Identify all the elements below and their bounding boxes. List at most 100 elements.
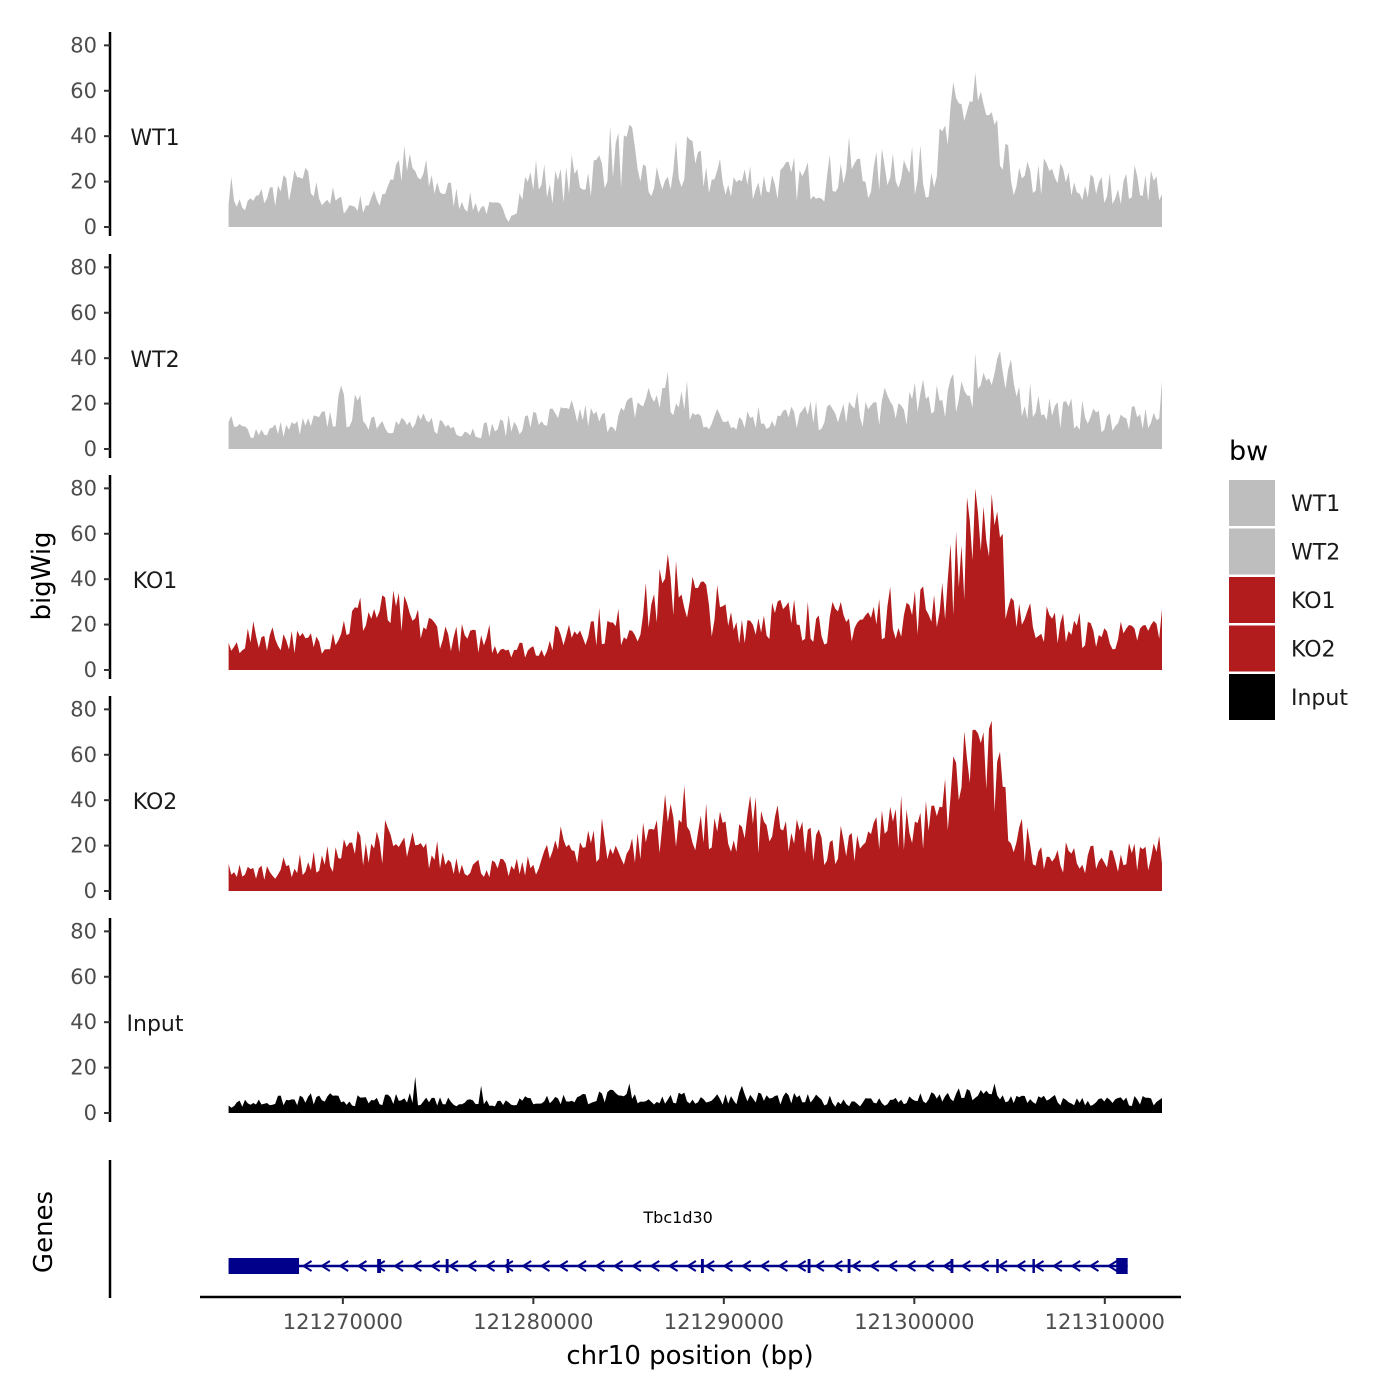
strand-arrow: [997, 1260, 1008, 1272]
coverage-area-input: [228, 1076, 1163, 1113]
strand-arrow: [594, 1260, 605, 1272]
y-axis-title: bigWig: [27, 531, 57, 620]
y-tick-label: 0: [84, 437, 97, 461]
strand-arrow: [942, 1260, 953, 1272]
y-tick-label: 80: [70, 697, 97, 721]
strand-arrow: [631, 1260, 642, 1272]
coverage-tracks: 0 20 40 60 80 WT1 0 20 40 60 80 WT2 0 20 40 60 80 KO1 0 20 4…: [70, 32, 1163, 1125]
strand-arrow: [411, 1260, 422, 1272]
strand-arrow: [1051, 1260, 1063, 1272]
gene-exon: [1032, 1259, 1035, 1273]
strand-arrow: [1070, 1260, 1081, 1272]
gene-track: Genes Tbc1d30: [29, 1160, 1128, 1298]
x-tick-label: 121280000: [473, 1310, 593, 1334]
y-tick-label: 40: [70, 124, 97, 148]
strand-arrow: [576, 1260, 587, 1272]
strand-arrow: [1088, 1260, 1099, 1272]
y-tick-label: 40: [70, 567, 97, 591]
strand-arrow: [539, 1260, 551, 1272]
y-tick-label: 20: [70, 1056, 97, 1080]
y-tick-label: 0: [84, 1101, 97, 1125]
strand-arrow: [905, 1260, 917, 1272]
track-wt2: 0 20 40 60 80 WT2: [70, 254, 1163, 461]
strand-arrow: [612, 1260, 624, 1272]
strand-arrow: [393, 1260, 404, 1272]
y-tick-label: 0: [84, 215, 97, 239]
strand-arrow: [704, 1260, 715, 1272]
coverage-area-ko2: [228, 720, 1163, 891]
legend-title: bw: [1229, 436, 1268, 467]
strand-arrow: [795, 1260, 807, 1272]
legend-key-input: [1229, 674, 1275, 720]
strand-arrow: [978, 1260, 990, 1272]
gene-exon: [445, 1259, 449, 1273]
x-tick-label: 121310000: [1045, 1310, 1165, 1334]
legend-label-wt2: WT2: [1291, 541, 1340, 566]
y-tick-label: 20: [70, 834, 97, 858]
strand-arrow: [667, 1260, 679, 1272]
strand-arrow: [814, 1260, 825, 1272]
strand-arrow: [923, 1260, 935, 1272]
strand-arrow: [301, 1260, 313, 1272]
y-tick-label: 60: [70, 79, 97, 103]
y-tick-label: 20: [70, 170, 97, 194]
x-tick-label: 121300000: [854, 1310, 974, 1334]
track-wt1: 0 20 40 60 80 WT1: [70, 32, 1163, 239]
y-tick-label: 40: [70, 788, 97, 812]
gene-exon: [847, 1259, 851, 1273]
strand-arrow: [557, 1260, 569, 1272]
track-label-input: Input: [127, 1012, 184, 1037]
legend-key-ko2: [1229, 625, 1275, 672]
track-ko2: 0 20 40 60 80 KO2: [70, 696, 1163, 903]
y-tick-label: 60: [70, 522, 97, 546]
y-tick-label: 80: [70, 476, 97, 500]
legend-key-wt2: [1229, 528, 1275, 575]
y-tick-label: 20: [70, 392, 97, 416]
y-tick-label: 0: [84, 658, 97, 682]
strand-arrow: [1015, 1260, 1026, 1272]
strand-arrow: [887, 1260, 898, 1272]
legend-key-ko1: [1229, 577, 1275, 623]
gene-exon: [1116, 1258, 1128, 1274]
gene-exon: [228, 1258, 300, 1274]
strand-arrow: [1033, 1260, 1045, 1272]
strand-arrow: [832, 1260, 843, 1272]
y-tick-label: 0: [84, 879, 97, 903]
legend-label-ko2: KO2: [1291, 638, 1336, 663]
genes-track-title: Genes: [29, 1191, 59, 1273]
y-tick-label: 60: [70, 965, 97, 989]
coverage-area-wt2: [228, 351, 1163, 449]
strand-arrow: [649, 1260, 660, 1272]
gene-exon: [807, 1259, 811, 1273]
x-tick-label: 121270000: [283, 1310, 403, 1334]
strand-arrow: [319, 1260, 331, 1272]
gene-exon: [950, 1259, 954, 1273]
strand-arrow: [338, 1260, 349, 1272]
legend-label-wt1: WT1: [1291, 492, 1340, 517]
gene-name-label: Tbc1d30: [642, 1208, 712, 1227]
strand-arrow: [759, 1260, 770, 1272]
x-tick-label: 121290000: [664, 1310, 784, 1334]
gene-exon: [700, 1259, 704, 1273]
legend-label-ko1: KO1: [1291, 589, 1336, 614]
gene-exon: [377, 1259, 381, 1273]
track-label-wt1: WT1: [130, 126, 179, 151]
strand-arrow: [466, 1260, 477, 1272]
strand-arrow: [850, 1260, 862, 1272]
strand-arrow: [374, 1260, 386, 1272]
strand-arrow: [868, 1260, 880, 1272]
y-tick-label: 80: [70, 255, 97, 279]
track-input: 0 20 40 60 80 Input: [70, 918, 1163, 1125]
track-ko1: 0 20 40 60 80 KO1: [70, 475, 1163, 682]
legend-key-wt1: [1229, 480, 1275, 526]
gene-exon: [996, 1259, 999, 1273]
y-tick-label: 40: [70, 1010, 97, 1034]
x-axis: chr10 position (bp) 121270000 121280000 12…: [200, 1295, 1181, 1371]
strand-arrow: [722, 1260, 734, 1272]
y-tick-label: 40: [70, 346, 97, 370]
track-label-wt2: WT2: [130, 348, 179, 373]
strand-arrow: [777, 1260, 788, 1272]
strand-arrow: [484, 1260, 496, 1272]
strand-arrow: [521, 1260, 532, 1272]
